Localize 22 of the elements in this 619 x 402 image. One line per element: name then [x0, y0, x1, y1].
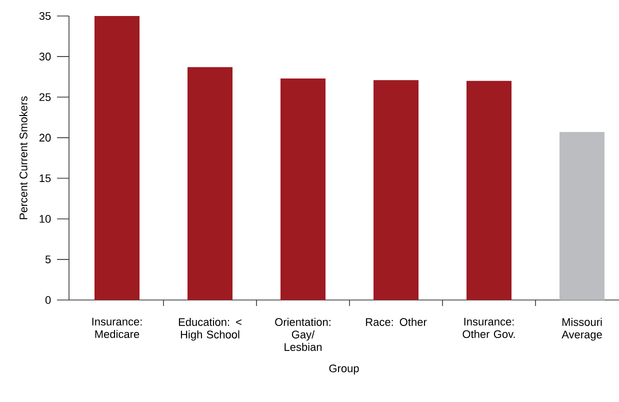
x-tick-label: Insurance: Other Gov. [462, 318, 515, 338]
bar [280, 78, 326, 300]
y-tick-label: 5 [45, 256, 51, 264]
x-tick-label: Insurance: Medicare [92, 318, 142, 338]
y-tick-label: 10 [40, 214, 51, 223]
x-axis-title: Group [329, 364, 359, 374]
y-tick-label: 35 [39, 12, 51, 20]
y-tick-label: 15 [40, 174, 51, 182]
bar [374, 80, 419, 300]
bar [466, 80, 512, 300]
x-tick-label: Race: Other [366, 318, 427, 326]
x-tick-label: Education: < High School [178, 318, 242, 341]
y-tick-label: 0 [45, 296, 51, 304]
x-tick-label: Orientation: Gay/ Lesbian [275, 318, 330, 351]
bar [560, 132, 605, 300]
x-tick-label: Missouri Average [562, 318, 602, 341]
y-tick-label: 25 [39, 93, 51, 102]
y-tick-label: 20 [39, 134, 51, 142]
y-tick-label: 30 [39, 52, 51, 60]
bar [94, 16, 140, 300]
bar [188, 67, 233, 300]
y-axis-title: Percent Current Smokers [19, 96, 28, 220]
